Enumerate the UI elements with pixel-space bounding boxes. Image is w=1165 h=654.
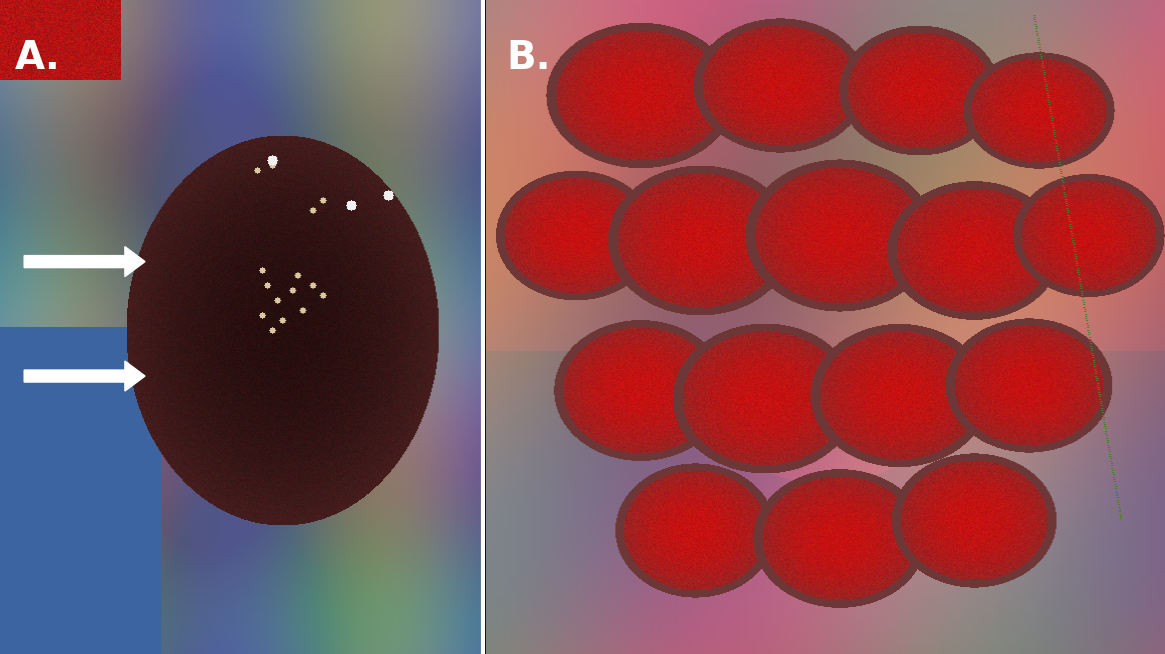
- Text: B.: B.: [506, 39, 551, 77]
- Text: A.: A.: [14, 39, 61, 77]
- FancyArrow shape: [24, 361, 144, 391]
- FancyArrow shape: [24, 247, 144, 277]
